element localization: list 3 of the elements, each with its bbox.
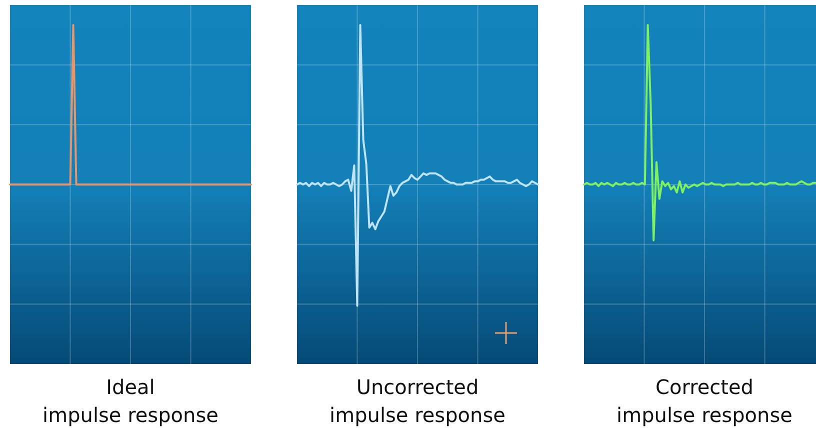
text: Ideal impulse response	[42, 375, 218, 427]
text: Corrected impulse response	[616, 375, 792, 427]
text: Uncorrected impulse response	[330, 375, 506, 427]
